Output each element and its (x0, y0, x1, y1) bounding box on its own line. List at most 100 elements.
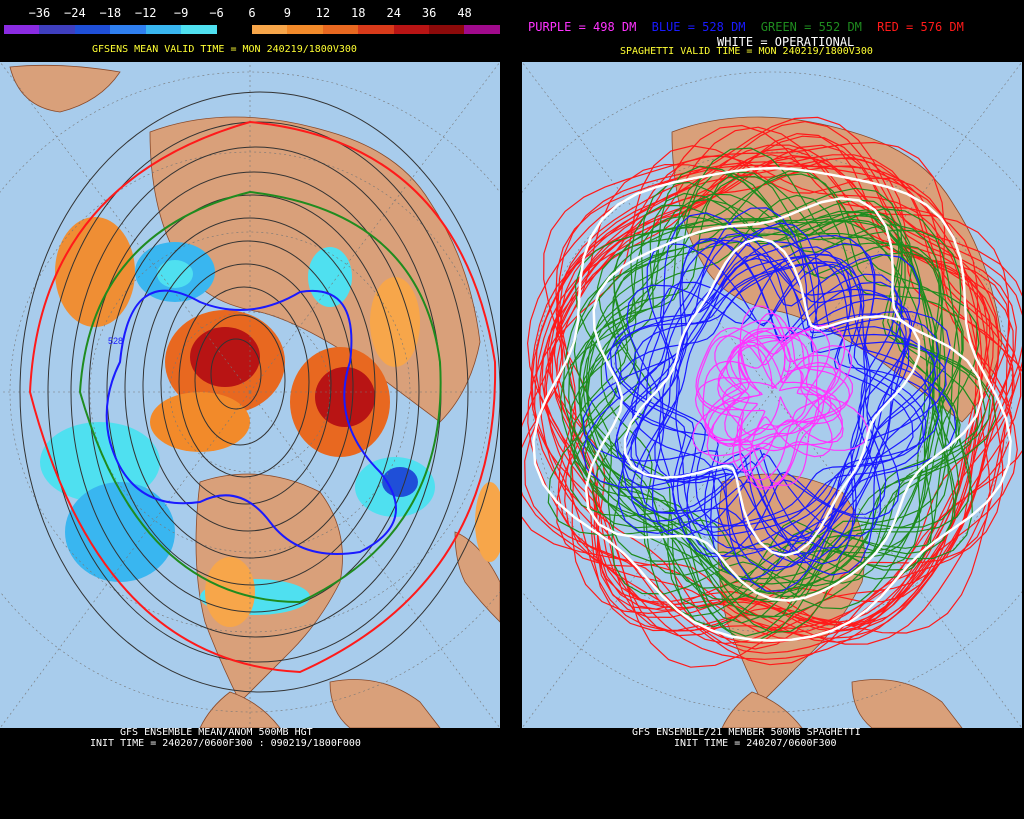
colorbar-tick-label: −6 (209, 6, 224, 20)
contour-label: 528 (108, 336, 123, 346)
spag-red-member (549, 135, 1017, 632)
colorbar-tick-label: −9 (173, 6, 189, 20)
spaghetti-map (522, 62, 1022, 728)
colorbar-tick-label: 12 (315, 6, 331, 20)
spag-blue-member (634, 233, 911, 543)
spaghetti-purple-498 (692, 305, 868, 490)
colorbar-tick-label: 6 (248, 6, 256, 20)
mean-footer-title: GFS ENSEMBLE MEAN/ANOM 500MB HGT (120, 727, 313, 738)
spaghetti-blue-528 (582, 207, 957, 592)
mean-anomaly-panel: −36 −24 −18 −12 −9 −6 6 9 12 18 24 36 48 GFSENS MEAN… (0, 0, 502, 819)
legend-red: RED = 576 DM (877, 20, 964, 34)
colorbar-tick-label: −18 (99, 6, 122, 20)
colorbar-swatch (322, 25, 359, 34)
operational-contour (623, 237, 921, 557)
spag-red-member (527, 163, 1004, 666)
colorbar-tick-label: 48 (457, 6, 472, 20)
spag-purple-member (724, 326, 851, 443)
colorbar-swatch (181, 25, 217, 34)
landmass-central-america (199, 691, 281, 728)
colorbar-swatch (393, 25, 430, 34)
green-552-contour (78, 190, 442, 604)
legend-white: WHITE = OPERATIONAL (717, 35, 855, 49)
spag-purple-member (722, 312, 844, 444)
anomaly-colorbar (4, 25, 500, 34)
colorbar-swatch (216, 25, 252, 34)
colorbar-swatch (464, 25, 500, 34)
landmass-south-america (329, 679, 441, 728)
spag-green-member (547, 187, 997, 618)
colorbar-swatch (4, 25, 40, 34)
spag-blue-member (659, 263, 887, 533)
colorbar-tick-label: −36 (28, 6, 51, 20)
red-576-contour (28, 120, 497, 674)
spag-purple-member (717, 344, 837, 472)
colorbar-labels: −36 −24 −18 −12 −9 −6 6 9 12 18 24 36 48 (0, 6, 502, 22)
spag-green-member (562, 147, 962, 617)
spaghetti-footer-title: GFS ENSEMBLE/21 MEMBER 500MB SPAGHETTI (632, 727, 861, 738)
spag-blue-member (582, 207, 952, 592)
colorbar-swatch (74, 25, 111, 34)
spag-green-member (579, 192, 960, 618)
spag-blue-member (614, 262, 914, 528)
landmass-arctic-islands (9, 64, 121, 113)
spag-blue-member (609, 253, 925, 537)
spag-blue-member (582, 222, 947, 581)
colorbar-tick-label: 36 (421, 6, 437, 20)
colorbar-swatch (145, 25, 182, 34)
spag-blue-member (622, 239, 907, 564)
colorbar-swatch (429, 25, 465, 34)
colorbar-tick-label: 18 (351, 6, 366, 20)
legend-purple: PURPLE = 498 DM (528, 20, 637, 34)
spag-purple-member (707, 336, 832, 442)
spag-blue-member (604, 234, 957, 558)
colorbar-swatch (251, 25, 288, 34)
spag-green-member (568, 204, 972, 634)
spaghetti-legend: PURPLE = 498 DM BLUE = 528 DM GREEN = 55… (528, 20, 972, 34)
mean-anomaly-map: 528 (0, 62, 500, 728)
mean-valid-time: GFSENS MEAN VALID TIME = MON 240219/1800… (92, 44, 357, 55)
mean-footer-init: INIT TIME = 240207/0600F300 : 090219/180… (90, 738, 361, 749)
colorbar-tick-label: −12 (134, 6, 157, 20)
operational-contour (532, 166, 1012, 642)
spag-red-member (531, 144, 1000, 639)
colorbar-tick-label: 9 (283, 6, 292, 20)
legend-green: GREEN = 552 DM (760, 20, 862, 34)
spag-green-member (582, 172, 955, 624)
spag-purple-member (725, 330, 841, 452)
spag-purple-member (697, 328, 830, 481)
colorbar-swatch (39, 25, 75, 34)
colorbar-swatch (110, 25, 146, 34)
spaghetti-valid-time: SPAGHETTI VALID TIME = MON 240219/1800V3… (620, 46, 873, 57)
spag-blue-member (618, 212, 920, 576)
blue-528-contour (105, 289, 397, 555)
spag-blue-member (630, 253, 910, 554)
height-contours (19, 91, 500, 693)
spaghetti-green-552 (547, 147, 997, 640)
colorbar-swatch (287, 25, 323, 34)
colorbar-swatch (358, 25, 394, 34)
spag-blue-member (646, 242, 882, 538)
spag-blue-member (631, 239, 903, 565)
spag-purple-member (717, 341, 852, 489)
legend-blue: BLUE = 528 DM (651, 20, 746, 34)
spag-purple-member (704, 335, 844, 452)
spag-purple-member (702, 333, 820, 486)
spag-red-member (557, 154, 1015, 630)
spag-green-member (569, 219, 961, 580)
colorbar-tick-label: −24 (64, 6, 86, 20)
colorbar-tick-label: 24 (386, 6, 401, 20)
spag-green-member (559, 181, 957, 637)
spag-blue-member (616, 241, 937, 572)
spag-red-member (530, 124, 979, 637)
spag-green-member (600, 194, 963, 584)
spag-green-member (567, 170, 980, 610)
panel-divider (502, 0, 522, 819)
spag-blue-member (632, 260, 927, 527)
spag-purple-member (695, 324, 846, 490)
spag-red-member (522, 161, 1018, 660)
spaghetti-panel: PURPLE = 498 DM BLUE = 528 DM GREEN = 55… (522, 0, 1024, 819)
spag-green-member (568, 165, 973, 640)
operational-contour (584, 197, 984, 602)
spag-red-member (533, 126, 1010, 668)
